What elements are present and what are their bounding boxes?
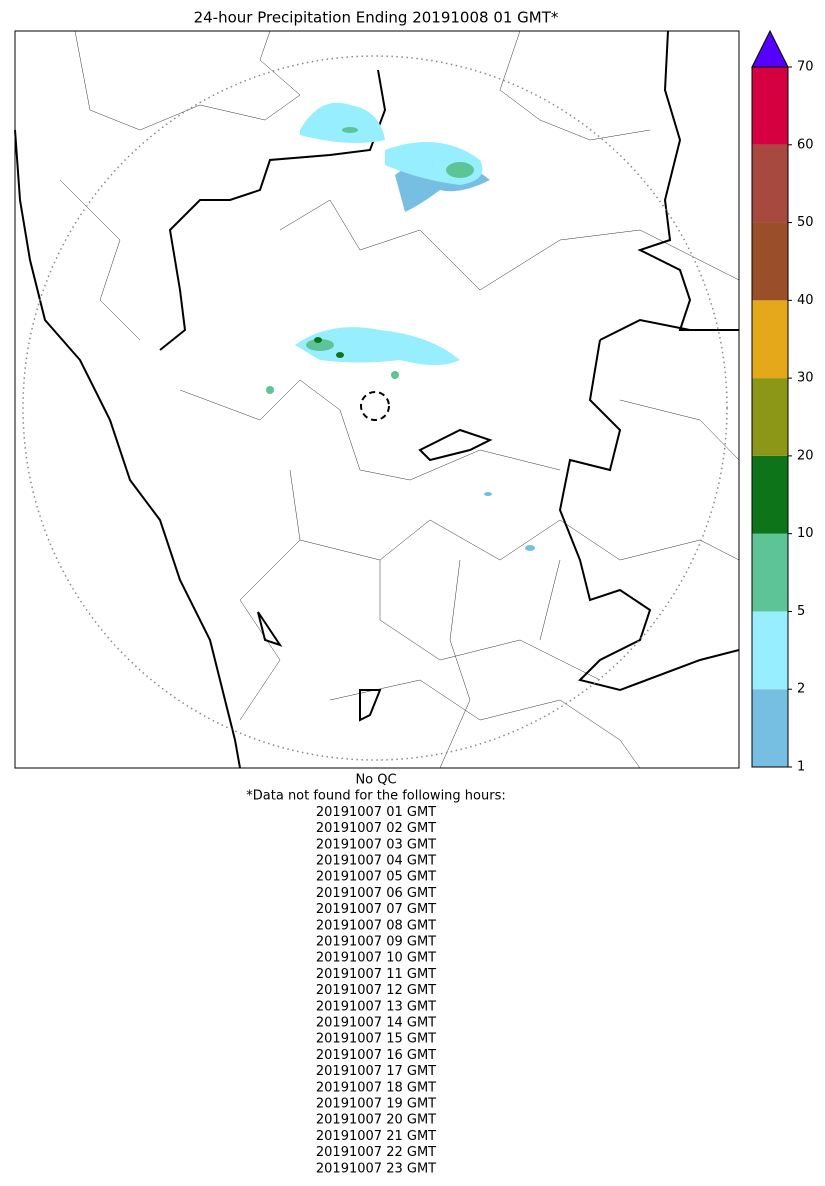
colorbar-tick-label: 20 [797,448,814,463]
colorbar-segment [752,689,788,767]
map [14,30,740,769]
footer-line: 20191007 03 GMT [316,837,436,852]
footer-line: 20191007 10 GMT [316,951,436,966]
colorbar-segment [752,378,788,456]
footer-line: 20191007 07 GMT [316,902,436,917]
footer-line: 20191007 11 GMT [316,967,436,982]
colorbar-tick-label: 30 [797,371,814,386]
colorbar-tick-label: 1 [797,760,805,775]
footer-line: *Data not found for the following hours: [246,789,505,804]
footer-line: 20191007 08 GMT [316,918,436,933]
map-title: 24-hour Precipitation Ending 20191008 01… [194,9,559,27]
footer: No QC*Data not found for the following h… [246,773,505,1177]
footer-line: 20191007 16 GMT [316,1048,436,1063]
colorbar-tick-label: 50 [797,215,814,230]
colorbar-tick-label: 2 [797,682,805,697]
footer-line: 20191007 17 GMT [316,1064,436,1079]
footer-line: 20191007 09 GMT [316,935,436,950]
footer-line: 20191007 19 GMT [316,1097,436,1112]
footer-line: 20191007 06 GMT [316,886,436,901]
colorbar-segment [752,144,788,223]
colorbar-extend [751,29,789,68]
footer-line: No QC [355,773,396,788]
footer-line: 20191007 23 GMT [316,1161,436,1176]
footer-line: 20191007 15 GMT [316,1032,436,1047]
footer-line: 20191007 12 GMT [316,983,436,998]
colorbar-tick-label: 10 [797,526,814,541]
colorbar-segment [752,222,788,301]
colorbar-frame [751,66,789,768]
colorbar-segment [752,300,788,379]
footer-line: 20191007 13 GMT [316,999,436,1014]
colorbar-segment [752,611,788,690]
colorbar-segment [752,67,788,145]
colorbar-segment [752,533,788,612]
footer-line: 20191007 21 GMT [316,1129,436,1144]
colorbar-segment [752,455,788,534]
footer-line: 20191007 04 GMT [316,854,436,869]
footer-line: 20191007 01 GMT [316,805,436,820]
footer-line: 20191007 18 GMT [316,1080,436,1095]
colorbar: 1 2 5 10 20 30 40 50 60 70 [751,29,814,775]
colorbar-tick-label: 60 [797,137,814,152]
colorbar-tick-label: 5 [797,604,805,619]
footer-line: 20191007 22 GMT [316,1145,436,1160]
colorbar-tick-label: 70 [797,60,814,75]
footer-line: 20191007 20 GMT [316,1113,436,1128]
colorbar-tick-label: 40 [797,293,814,308]
footer-line: 20191007 05 GMT [316,870,436,885]
footer-line: 20191007 02 GMT [316,821,436,836]
footer-line: 20191007 14 GMT [316,1016,436,1031]
